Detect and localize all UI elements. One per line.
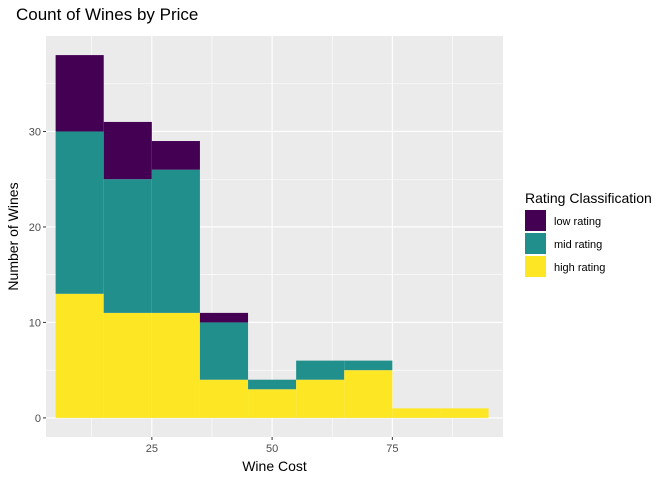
bar-segment-mid-rating <box>296 360 345 380</box>
legend-label: mid rating <box>554 239 602 251</box>
bar-segment-mid-rating <box>248 379 297 390</box>
bars <box>55 55 489 418</box>
bar-segment-high-rating <box>55 293 104 418</box>
bar-segment-low-rating <box>55 55 104 132</box>
bar-segment-low-rating <box>151 141 200 170</box>
y-tick-label: 20 <box>29 222 41 234</box>
legend-label: low rating <box>554 216 601 228</box>
legend-items: low rating mid rating high rating <box>525 210 605 277</box>
bar-segment-low-rating <box>103 121 152 180</box>
legend: Rating Classification low rating mid rati… <box>525 190 652 277</box>
bar-segment-high-rating <box>344 370 393 418</box>
bar-segment-mid-rating <box>55 131 104 294</box>
chart-title: Count of Wines by Price <box>16 5 198 24</box>
bar-segment-mid-rating <box>344 360 393 371</box>
bar-segment-high-rating <box>199 379 249 418</box>
y-axis-title: Number of Wines <box>5 182 21 290</box>
y-tick-label: 10 <box>29 317 41 329</box>
bar-segment-high-rating <box>440 408 489 418</box>
bar-segment-high-rating <box>248 389 297 418</box>
bar-segment-high-rating <box>392 408 441 418</box>
bar-segment-mid-rating <box>151 169 200 313</box>
x-tick-label: 50 <box>266 443 278 455</box>
bar-segment-high-rating <box>296 379 345 418</box>
legend-title: Rating Classification <box>525 190 652 206</box>
x-tick-label: 25 <box>146 443 158 455</box>
legend-key-low-rating <box>525 210 546 231</box>
y-tick-label: 0 <box>35 413 41 425</box>
bar-segment-mid-rating <box>199 322 249 380</box>
y-axis-ticks: 0 10 20 30 <box>29 126 46 425</box>
legend-key-mid-rating <box>525 233 546 254</box>
legend-key-high-rating <box>525 256 546 277</box>
x-axis-title: Wine Cost <box>242 458 307 474</box>
bar-segment-low-rating <box>199 312 249 323</box>
x-axis-ticks: 25 50 75 <box>146 437 398 455</box>
bar-segment-high-rating <box>103 312 152 418</box>
x-tick-label: 75 <box>386 443 398 455</box>
y-tick-label: 30 <box>29 126 41 138</box>
bar-segment-mid-rating <box>103 179 152 313</box>
bar-segment-high-rating <box>151 312 200 418</box>
legend-label: high rating <box>554 262 605 274</box>
